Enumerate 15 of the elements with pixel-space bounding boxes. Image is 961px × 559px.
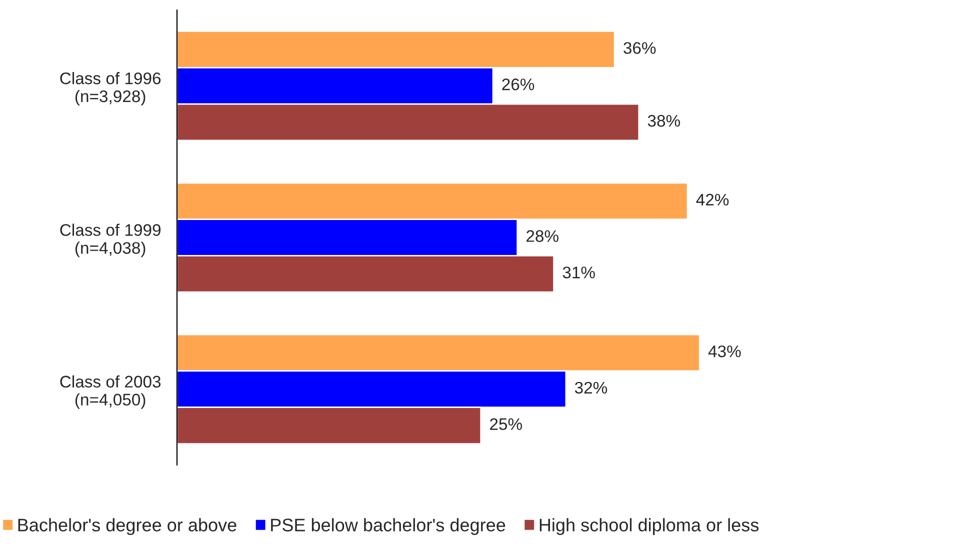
y-tick-label: Class of 2003 (n=4,050) — [60, 375, 161, 409]
data-label: 36% — [624, 42, 656, 54]
legend-label: Bachelor's degree or above — [18, 518, 236, 536]
data-label: 25% — [490, 418, 522, 430]
legend-label: PSE below bachelor's degree — [271, 518, 506, 536]
data-label: 31% — [562, 266, 595, 278]
data-label: 26% — [502, 78, 534, 90]
data-label: 28% — [526, 230, 558, 242]
data-label: 32% — [574, 382, 608, 394]
data-label: 43% — [708, 345, 741, 358]
y-tick-label: Class of 1996 (n=3,928) — [60, 72, 161, 106]
data-label: 38% — [648, 114, 680, 127]
y-tick-label: Class of 1999 (n=4,038) — [60, 224, 161, 258]
legend-label: High school diploma or less — [540, 518, 759, 536]
data-label: 42% — [696, 194, 729, 206]
